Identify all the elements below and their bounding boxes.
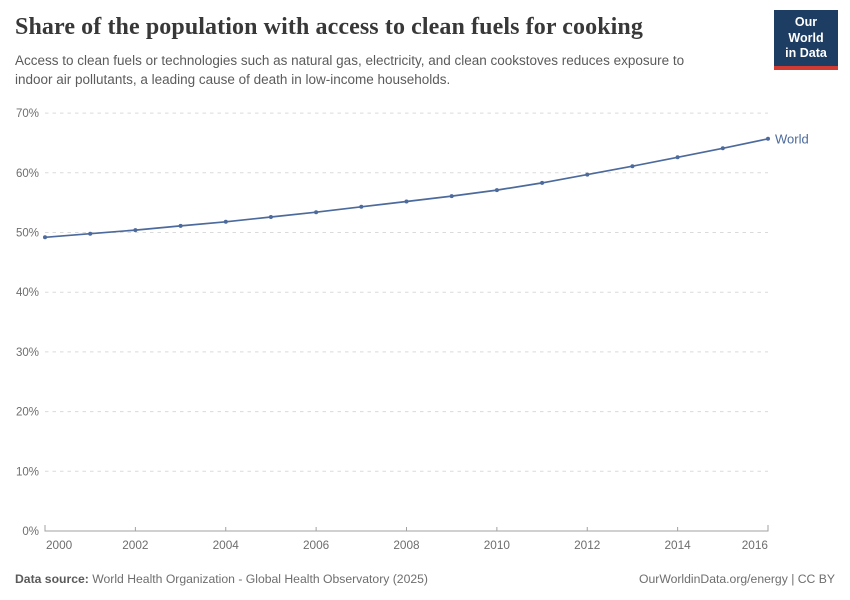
- page-title: Share of the population with access to c…: [15, 14, 643, 40]
- data-point-world-2014[interactable]: [675, 155, 680, 160]
- data-point-world-2009[interactable]: [449, 194, 454, 199]
- y-tick-label-0: 0%: [22, 526, 39, 538]
- y-tick-label-50: 50%: [16, 228, 39, 240]
- chart-subtitle: Access to clean fuels or technologies su…: [15, 52, 685, 88]
- data-point-world-2011[interactable]: [540, 180, 545, 185]
- series-label-world: World: [775, 131, 809, 146]
- data-point-world-2003[interactable]: [178, 223, 183, 228]
- chart-footer: Data source: World Health Organization -…: [15, 572, 835, 586]
- owid-logo-line1: Our World: [788, 15, 824, 45]
- x-tick-label-2000: 2000: [46, 538, 73, 552]
- x-tick-label-2004: 2004: [213, 538, 240, 552]
- x-tick-label-2006: 2006: [303, 538, 330, 552]
- x-tick-label-2012: 2012: [574, 538, 600, 552]
- data-point-world-2001[interactable]: [88, 231, 93, 236]
- x-tick-label-2014: 2014: [665, 538, 692, 552]
- data-point-world-2004[interactable]: [223, 219, 228, 224]
- data-point-world-2002[interactable]: [133, 228, 138, 233]
- data-source: Data source: World Health Organization -…: [15, 572, 428, 586]
- data-source-value: World Health Organization - Global Healt…: [92, 572, 428, 586]
- data-point-world-2000[interactable]: [43, 235, 47, 240]
- data-point-world-2007[interactable]: [359, 204, 364, 209]
- data-point-world-2016[interactable]: [766, 136, 770, 141]
- y-tick-label-20: 20%: [16, 407, 39, 419]
- y-tick-label-40: 40%: [16, 287, 39, 299]
- x-tick-label-2008: 2008: [393, 538, 420, 552]
- data-point-world-2008[interactable]: [404, 199, 409, 204]
- data-point-world-2006[interactable]: [314, 210, 319, 215]
- data-point-world-2015[interactable]: [720, 146, 725, 151]
- data-point-world-2010[interactable]: [494, 188, 499, 193]
- owid-logo[interactable]: Our World in Data: [774, 10, 838, 70]
- y-tick-label-10: 10%: [16, 466, 39, 478]
- y-tick-label-30: 30%: [16, 347, 39, 359]
- data-source-label: Data source:: [15, 572, 89, 586]
- x-tick-label-2002: 2002: [122, 538, 148, 552]
- data-point-world-2005[interactable]: [268, 215, 273, 219]
- owid-url-license-link[interactable]: OurWorldinData.org/energy | CC BY: [639, 572, 835, 586]
- x-tick-label-2010: 2010: [484, 538, 511, 552]
- owid-logo-line2: in Data: [785, 46, 827, 61]
- series-line-world[interactable]: [44, 137, 769, 239]
- data-point-world-2012[interactable]: [585, 172, 590, 177]
- data-point-world-2013[interactable]: [630, 164, 635, 169]
- y-tick-label-70: 70%: [16, 108, 39, 120]
- y-tick-label-60: 60%: [16, 168, 39, 180]
- x-tick-label-2016: 2016: [742, 538, 769, 552]
- chart-header: Share of the population with access to c…: [15, 13, 835, 90]
